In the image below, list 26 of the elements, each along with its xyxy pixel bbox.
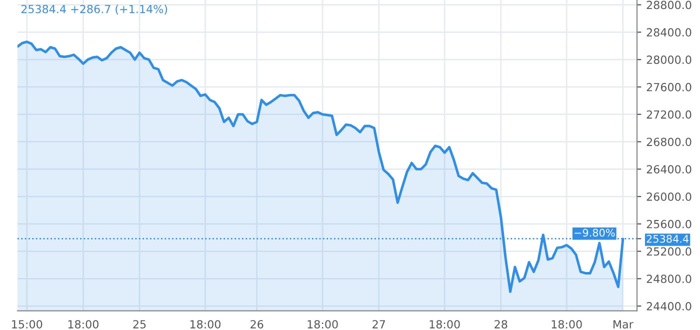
x-tick-label: 27 [372, 320, 385, 328]
ref-line-label: −9.80% [574, 228, 615, 237]
x-tick-label: 28 [494, 320, 508, 328]
y-tick-label: 25200.0 [646, 247, 692, 256]
y-tick-label: 26400.0 [646, 165, 692, 174]
x-tick-label: 18:00 [430, 320, 460, 328]
y-tick-label: 24400.0 [646, 302, 692, 310]
x-tick-label: 18:00 [552, 320, 582, 328]
y-tick-label: 25600.0 [646, 220, 692, 228]
annotation: 25384.4 +286.7 (+1.14%) [21, 4, 168, 15]
y-tick-label: 25384.4 [646, 234, 689, 243]
y-tick-label: 24800.0 [646, 274, 692, 284]
x-tick-label: Mar [614, 320, 634, 328]
x-tick-label: 26 [250, 320, 264, 328]
y-tick-label: 26800.0 [646, 138, 692, 146]
y-tick-label: 26000.0 [646, 192, 692, 201]
y-tick-label: 28800.0 [646, 0, 692, 10]
y-tick-label: 28000.0 [646, 56, 692, 64]
x-tick-label: 25 [133, 320, 146, 328]
x-tick-label: 18:00 [68, 320, 98, 328]
y-tick-label: 28400.0 [646, 28, 692, 37]
y-tick-label: 27600.0 [646, 82, 692, 92]
x-tick-label: 15:00 [12, 320, 42, 328]
y-tick-label: 27200.0 [646, 110, 692, 119]
x-tick-label: 18:00 [190, 320, 220, 328]
x-tick-label: 18:00 [308, 320, 338, 328]
